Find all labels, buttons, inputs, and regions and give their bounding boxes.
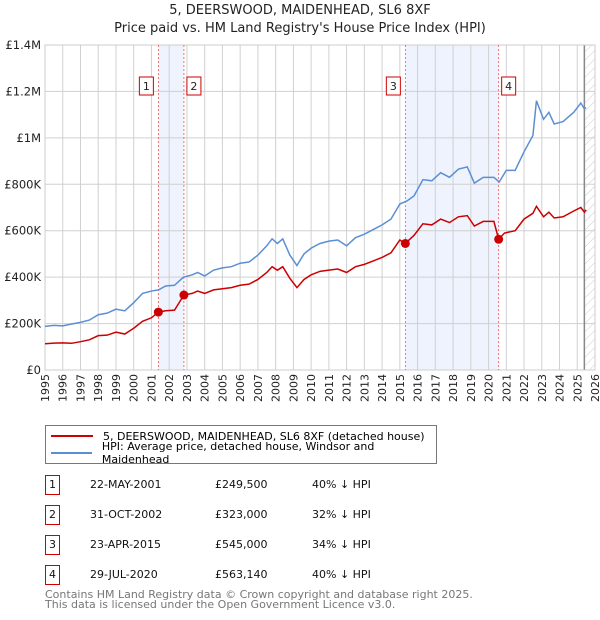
sale-price: £563,140 [215, 568, 268, 581]
x-tick-label: 2003 [181, 374, 194, 402]
x-tick-label: 2016 [412, 374, 425, 402]
x-tick-label: 2026 [589, 374, 600, 402]
sale-date: 23-APR-2015 [90, 538, 162, 551]
x-tick-label: 2012 [341, 374, 354, 402]
sale-label: 4 [505, 80, 512, 93]
sale-number-badge: 3 [45, 535, 60, 555]
footer-line: This data is licensed under the Open Gov… [45, 598, 396, 611]
legend-swatch-blue [51, 452, 92, 454]
sale-date: 22-MAY-2001 [90, 478, 162, 491]
x-tick-label: 2011 [323, 374, 336, 402]
sale-label-box [138, 76, 154, 96]
x-tick-label: 2013 [358, 374, 371, 402]
x-tick-label: 1996 [57, 374, 70, 402]
x-tick-label: 1995 [39, 374, 52, 402]
sale-point [153, 307, 163, 317]
hpi-diff: 34% ↓ HPI [312, 538, 371, 551]
legend-item-hpi: HPI: Average price, detached house, Wind… [46, 440, 436, 466]
x-tick-label: 1997 [74, 374, 87, 402]
y-tick-label: £1.2M [5, 84, 41, 98]
hpi-line [44, 100, 587, 328]
sale-price: £545,000 [215, 538, 268, 551]
legend: 5, DEERSWOOD, MAIDENHEAD, SL6 8XF (detac… [45, 425, 437, 466]
x-tick-label: 2014 [376, 374, 389, 402]
table-row: 1 22-MAY-2001 £249,500 40% ↓ HPI [45, 475, 445, 495]
y-tick-label: £600K [4, 224, 41, 238]
x-tick-label: 2018 [447, 374, 460, 402]
x-tick-label: 2015 [394, 374, 407, 402]
hpi-diff: 40% ↓ HPI [312, 478, 371, 491]
sale-price: £323,000 [215, 508, 268, 521]
table-row: 3 23-APR-2015 £545,000 34% ↓ HPI [45, 535, 445, 555]
x-tick-label: 2021 [500, 374, 513, 402]
x-tick-label: 2000 [128, 374, 141, 402]
y-tick-label: £1.4M [5, 38, 41, 52]
sale-point [400, 238, 410, 248]
chart-subtitle: Price paid vs. HM Land Registry's House … [114, 21, 486, 36]
footer-line: Contains HM Land Registry data © Crown c… [45, 588, 473, 601]
sale-point [179, 290, 189, 300]
x-tick-label: 2017 [429, 374, 442, 402]
x-tick-label: 2009 [287, 374, 300, 402]
sale-label: 3 [390, 80, 397, 93]
x-tick-label: 2001 [145, 374, 158, 402]
x-tick-label: 2002 [163, 374, 176, 402]
x-tick-label: 2024 [554, 374, 567, 402]
x-tick-label: 2004 [199, 374, 212, 402]
x-tick-label: 2006 [234, 374, 247, 402]
y-tick-label: £0 [26, 363, 41, 377]
legend-label: 5, DEERSWOOD, MAIDENHEAD, SL6 8XF (detac… [103, 429, 425, 443]
chart-title: 5, DEERSWOOD, MAIDENHEAD, SL6 8XF [169, 3, 431, 18]
y-tick-label: £800K [4, 177, 41, 191]
x-tick-label: 2023 [536, 374, 549, 402]
hpi-diff: 32% ↓ HPI [312, 508, 371, 521]
footer: Contains HM Land Registry data © Crown c… [45, 588, 473, 611]
x-tick-label: 2025 [571, 374, 584, 402]
property-price-line [44, 204, 587, 345]
x-tick-label: 1998 [92, 374, 105, 402]
sale-label-box [501, 76, 517, 96]
sale-label-box [186, 76, 202, 96]
x-tick-label: 2007 [252, 374, 265, 402]
forecast-region [584, 45, 595, 370]
sale-date: 31-OCT-2002 [90, 508, 163, 521]
sale-number-badge: 4 [45, 565, 60, 585]
sale-date: 29-JUL-2020 [90, 568, 158, 581]
plot-frame [44, 44, 596, 371]
x-tick-label: 2019 [465, 374, 478, 402]
shaded-period [405, 45, 499, 370]
y-tick-label: £400K [4, 270, 41, 284]
sale-number-badge: 1 [45, 475, 60, 495]
sale-number-badge: 2 [45, 505, 60, 525]
table-row: 4 29-JUL-2020 £563,140 40% ↓ HPI [45, 565, 445, 585]
sale-label: 2 [190, 80, 197, 93]
x-tick-label: 1999 [110, 374, 123, 402]
table-row: 2 31-OCT-2002 £323,000 32% ↓ HPI [45, 505, 445, 525]
y-tick-label: £200K [4, 317, 41, 331]
legend-swatch-red [51, 435, 93, 437]
sale-price: £249,500 [215, 478, 268, 491]
x-tick-label: 2020 [483, 374, 496, 402]
y-tick-label: £1M [16, 131, 41, 145]
x-tick-label: 2005 [216, 374, 229, 402]
shaded-period [158, 45, 184, 370]
hpi-diff: 40% ↓ HPI [312, 568, 371, 581]
x-tick-label: 2008 [270, 374, 283, 402]
sale-label-box [385, 76, 401, 96]
legend-label: HPI: Average price, detached house, Wind… [101, 440, 375, 466]
price-chart: 1995 1996 1997 1998 1999 2000 2001 2002 2003 2004… [4, 38, 600, 402]
x-tick-label: 2010 [305, 374, 318, 402]
sale-label: 1 [143, 80, 150, 93]
x-tick-label: 2022 [518, 374, 531, 402]
sale-point [494, 234, 504, 244]
legend-item-property: 5, DEERSWOOD, MAIDENHEAD, SL6 8XF (detac… [46, 428, 425, 444]
